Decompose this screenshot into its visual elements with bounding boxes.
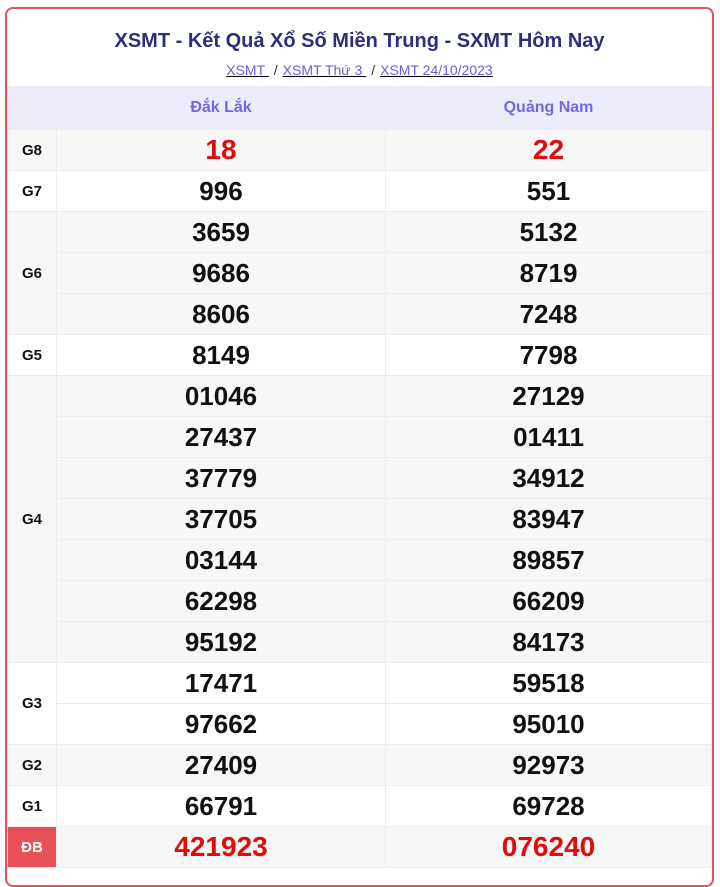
prize-number: 66791 (56, 785, 386, 827)
prize-label: G7 (7, 170, 57, 212)
prize-number: 34912 (385, 457, 712, 499)
prize-number: 27129 (385, 375, 712, 417)
prize-number: 8606 (56, 293, 386, 335)
prize-number: 92973 (385, 744, 712, 786)
prize-row-g4: 27437 01411 (8, 416, 712, 458)
prize-number: 22 (385, 129, 712, 171)
prize-number: 551 (385, 170, 712, 212)
prize-label: G4 (7, 375, 57, 663)
prize-number: 84173 (385, 621, 712, 663)
prize-number: 7248 (385, 293, 712, 335)
prize-label: G2 (7, 744, 57, 786)
prize-number: 95192 (56, 621, 386, 663)
results-card: XSMT - Kết Quả Xổ Số Miền Trung - SXMT H… (5, 7, 714, 887)
prize-number: 59518 (385, 662, 712, 704)
prize-number: 95010 (385, 703, 712, 745)
prize-number: 03144 (56, 539, 386, 581)
prize-number: 3659 (56, 211, 386, 253)
prize-row-g4: 95192 84173 (8, 621, 712, 663)
prize-number: 27437 (56, 416, 386, 458)
prize-label: G8 (7, 129, 57, 171)
prize-number: 62298 (56, 580, 386, 622)
prize-row-g4: 37705 83947 (8, 498, 712, 540)
prize-row-g6: 8606 7248 (8, 293, 712, 335)
breadcrumb: XSMT / XSMT Thứ 3 /XSMT 24/10/2023 (7, 60, 712, 80)
prize-number: 83947 (385, 498, 712, 540)
breadcrumb-link-thu3[interactable]: XSMT Thứ 3 (282, 62, 367, 78)
breadcrumb-separator: / (273, 62, 278, 78)
prize-number: 8719 (385, 252, 712, 294)
breadcrumb-link-xsmt[interactable]: XSMT (226, 62, 269, 78)
prize-number: 421923 (56, 826, 386, 868)
breadcrumb-link-date[interactable]: XSMT 24/10/2023 (380, 62, 493, 78)
prize-number: 9686 (56, 252, 386, 294)
prize-number: 01046 (56, 375, 386, 417)
prize-number: 27409 (56, 744, 386, 786)
prize-number: 996 (56, 170, 386, 212)
page-title: XSMT - Kết Quả Xổ Số Miền Trung - SXMT H… (114, 30, 605, 52)
prize-row-g6: 9686 8719 (8, 252, 712, 294)
prize-number: 076240 (385, 826, 712, 868)
prize-row-g8: G8 18 22 (7, 129, 712, 171)
prize-label: G5 (7, 334, 57, 376)
prize-row-g4: G4 01046 27129 (7, 375, 712, 663)
prize-row-g1: G1 66791 69728 (7, 785, 712, 827)
prize-number: 37705 (56, 498, 386, 540)
prize-row-g3: G3 17471 59518 (7, 662, 712, 745)
prize-number: 89857 (385, 539, 712, 581)
prize-label: G3 (7, 662, 57, 745)
prize-number: 17471 (56, 662, 386, 704)
prize-number: 8149 (56, 334, 386, 376)
prize-label: ĐB (7, 826, 57, 868)
prize-number: 7798 (385, 334, 712, 376)
province-header-quang-nam[interactable]: Quảng Nam (385, 86, 712, 130)
prize-number: 66209 (385, 580, 712, 622)
prize-label: G1 (7, 785, 57, 827)
prize-number: 5132 (385, 211, 712, 253)
prize-number: 18 (56, 129, 386, 171)
prize-row-g2: G2 27409 92973 (7, 744, 712, 786)
prize-row-đb: ĐB 421923 076240 (7, 826, 712, 868)
prize-number: 37779 (56, 457, 386, 499)
prize-number: 69728 (385, 785, 712, 827)
results-table: Đắk Lắk Quảng Nam G8 18 22 G7 996 551 G6 3659 51… (7, 86, 712, 868)
province-header-dak-lak[interactable]: Đắk Lắk (56, 86, 386, 130)
breadcrumb-separator: / (371, 62, 376, 78)
prize-label: G6 (7, 211, 57, 335)
prize-row-g4: 37779 34912 (8, 457, 712, 499)
prize-number: 97662 (56, 703, 386, 745)
prize-row-g7: G7 996 551 (7, 170, 712, 212)
prize-row-g4: 62298 66209 (8, 580, 712, 622)
prize-row-g3: 97662 95010 (8, 703, 712, 745)
prize-number: 01411 (385, 416, 712, 458)
prize-row-g5: G5 8149 7798 (7, 334, 712, 376)
prize-column-header (7, 86, 57, 130)
prize-row-g6: G6 3659 5132 (7, 211, 712, 335)
prize-row-g4: 03144 89857 (8, 539, 712, 581)
